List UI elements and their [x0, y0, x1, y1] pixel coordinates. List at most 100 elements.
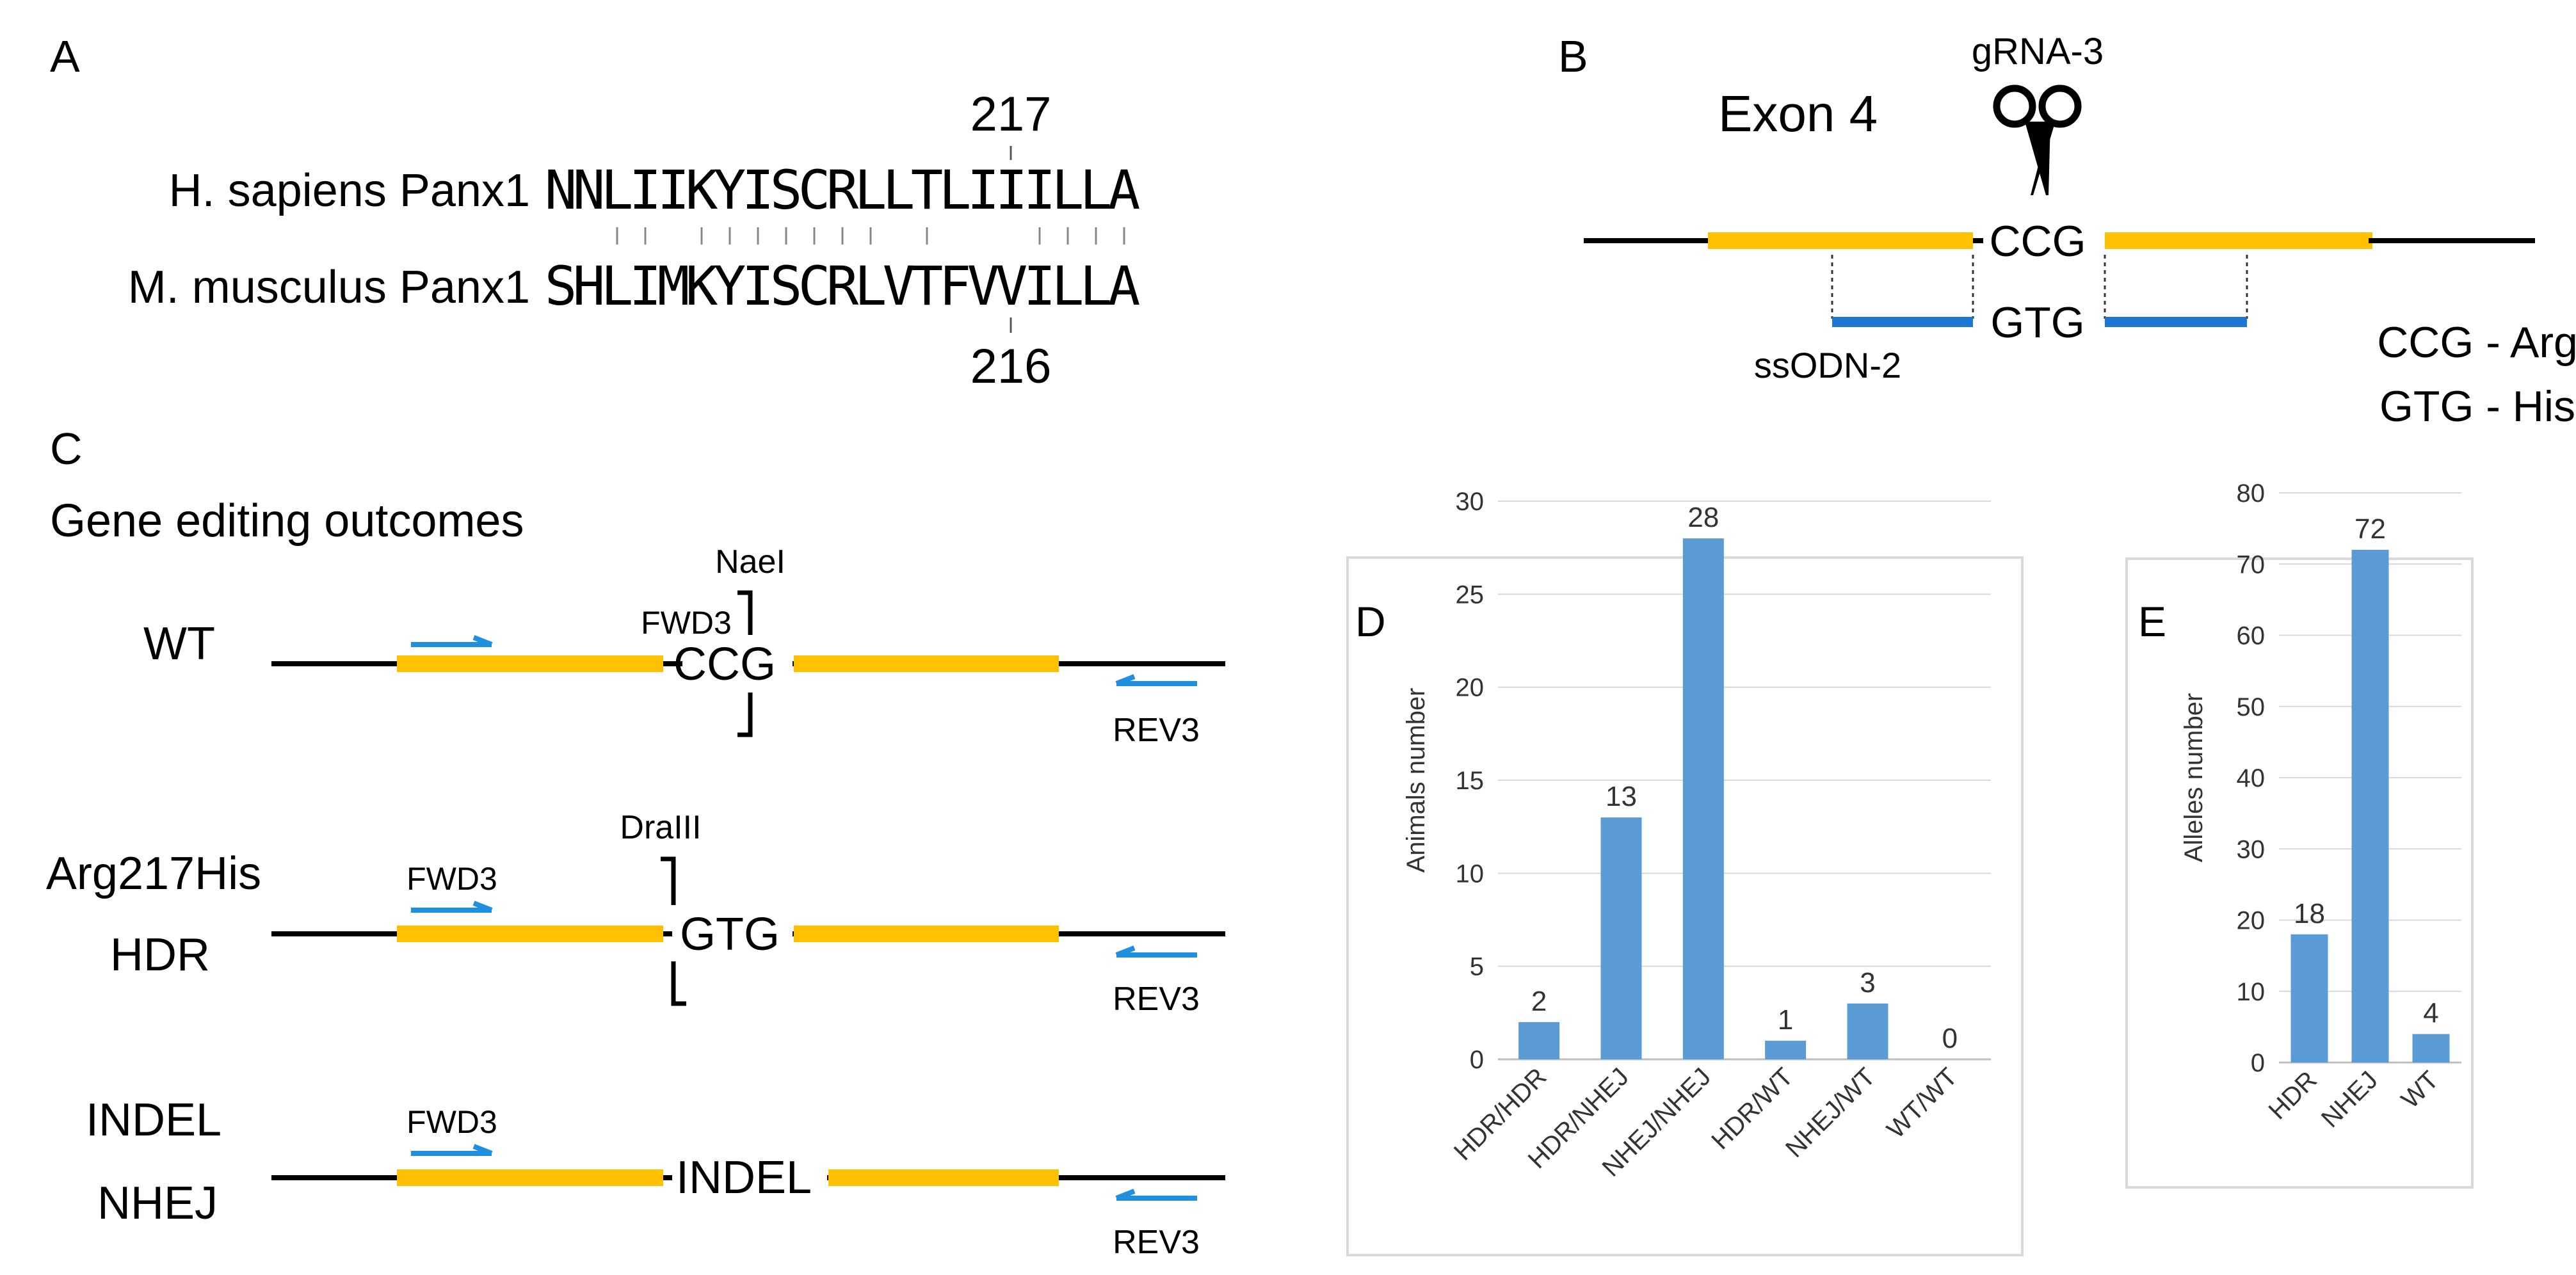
exon-label: Exon 4	[1718, 85, 1878, 142]
human-residue: I	[742, 159, 775, 221]
y-tick-label: 40	[2237, 764, 2266, 792]
y-tick-label: 30	[1456, 488, 1485, 516]
scissors-icon	[1993, 84, 2082, 195]
human-species-label: H. sapiens Panx1	[169, 165, 530, 216]
mouse-residue: H	[573, 255, 606, 317]
human-residue: A	[1108, 159, 1141, 221]
bar	[1518, 1022, 1560, 1059]
bar	[2412, 1034, 2450, 1062]
data-label: 18	[2294, 898, 2325, 929]
bar	[1682, 538, 1724, 1059]
human-residue: L	[939, 159, 972, 221]
forward-primer-arrow	[411, 901, 493, 913]
panel-c-title: Gene editing outcomes	[50, 495, 524, 547]
reverse-primer-label: REV3	[1113, 1224, 1200, 1261]
data-label: 2	[1531, 986, 1547, 1017]
y-tick-label: 20	[1456, 674, 1485, 702]
row-label: WT	[143, 618, 215, 670]
mouse-residue: S	[770, 255, 803, 317]
y-tick-label: 60	[2237, 622, 2266, 650]
mouse-residue: S	[545, 255, 577, 317]
human-residue: L	[855, 159, 887, 221]
codon-legend-his: GTG - His	[2379, 382, 2575, 431]
bar	[2351, 550, 2389, 1062]
mutant-codon: GTG	[1990, 298, 2084, 347]
y-tick-label: 50	[2237, 693, 2266, 721]
panel-d-label: D	[1355, 598, 1386, 645]
restriction-enzyme-label: DraIII	[620, 809, 701, 846]
y-tick-label: 0	[2251, 1049, 2265, 1077]
mouse-residue: I	[629, 255, 662, 317]
mouse-residue: T	[911, 255, 944, 317]
mouse-residue: F	[939, 255, 972, 317]
reverse-primer-label: REV3	[1113, 981, 1200, 1018]
panel-c: C Gene editing outcomes WT NaeI FWD3 CCG…	[46, 424, 1225, 1261]
mouse-residue: I	[742, 255, 775, 317]
mouse-residue: L	[1052, 255, 1084, 317]
human-residue: L	[1080, 159, 1113, 221]
mouse-residue: V	[883, 255, 915, 317]
forward-primer-label: FWD3	[407, 861, 497, 897]
row-label: Arg217His	[46, 848, 261, 899]
row-sublabel: NHEJ	[97, 1178, 218, 1229]
mouse-species-label: M. musculus Panx1	[128, 262, 530, 313]
data-label: 13	[1606, 781, 1637, 812]
bar	[1847, 1003, 1888, 1059]
mouse-residue: A	[1108, 255, 1141, 317]
mouse-residue: Y	[714, 255, 746, 317]
center-codon: CCG	[673, 639, 776, 690]
human-position-label: 217	[970, 87, 1052, 141]
human-residue: I	[657, 159, 690, 221]
y-tick-label: 15	[1456, 767, 1485, 795]
outcome-row-wt: WT NaeI FWD3 CCG REV3	[143, 543, 1225, 749]
bar	[1765, 1040, 1807, 1059]
y-tick-label: 70	[2237, 550, 2266, 579]
human-residue: L	[883, 159, 915, 221]
mouse-residue: K	[686, 255, 718, 317]
mouse-residue: M	[657, 255, 690, 317]
reverse-primer-label: REV3	[1113, 712, 1200, 749]
y-tick-label: 10	[2237, 978, 2266, 1006]
data-label: 0	[1942, 1023, 1958, 1054]
human-residue: Y	[714, 159, 746, 221]
ssodn-label: ssODN-2	[1754, 345, 1901, 385]
y-tick-label: 0	[1470, 1046, 1484, 1074]
outcome-row-hdr: Arg217His HDR DraIII FWD3 GTG REV3	[46, 809, 1225, 1018]
human-residue: S	[770, 159, 803, 221]
row-sublabel: HDR	[110, 929, 210, 981]
data-label: 28	[1687, 502, 1719, 533]
data-label: 72	[2355, 513, 2386, 545]
y-tick-label: 25	[1456, 581, 1485, 609]
mouse-residue: L	[601, 255, 634, 317]
y-axis-title: Alleles number	[2180, 693, 2208, 863]
human-residue: K	[686, 159, 718, 221]
forward-primer-label: FWD3	[641, 605, 732, 641]
bar	[2290, 934, 2328, 1062]
conservation-marks	[616, 227, 1125, 245]
row-label: INDEL	[86, 1095, 221, 1146]
panel-b-label: B	[1558, 31, 1588, 81]
human-residue: L	[1052, 159, 1084, 221]
panel-a-label: A	[50, 31, 80, 81]
wt-codon: CCG	[1989, 217, 2086, 266]
chart-e-frame	[2125, 557, 2474, 1189]
human-residue: C	[798, 159, 831, 221]
data-label: 3	[1860, 967, 1875, 998]
panel-e-label: E	[2138, 598, 2166, 645]
mouse-position-label: 216	[970, 339, 1052, 394]
forward-primer-label: FWD3	[407, 1104, 497, 1140]
mouse-residue: I	[1024, 255, 1056, 317]
mouse-residue: R	[826, 255, 859, 317]
human-residue: N	[573, 159, 606, 221]
restriction-site-top-bracket	[737, 590, 753, 635]
human-residue: R	[826, 159, 859, 221]
human-residue: N	[545, 159, 577, 221]
restriction-enzyme-label: NaeI	[715, 543, 785, 581]
y-axis-title: Animals number	[1402, 687, 1430, 872]
y-tick-label: 30	[2237, 835, 2266, 863]
forward-primer-arrow	[411, 635, 493, 647]
restriction-site-bottom-bracket	[671, 961, 686, 1006]
